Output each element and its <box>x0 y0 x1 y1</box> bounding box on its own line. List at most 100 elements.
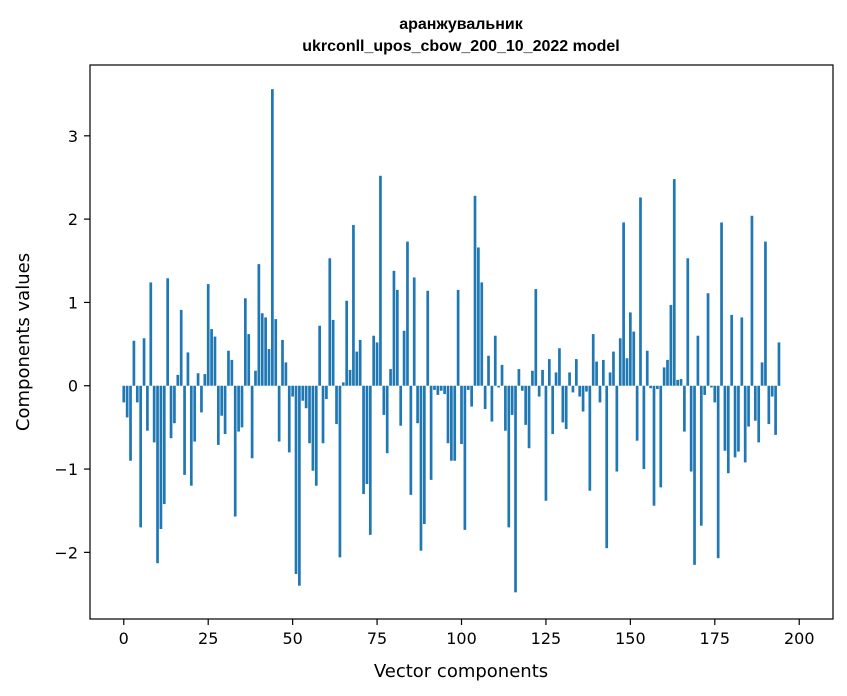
bar <box>470 385 473 407</box>
bar <box>693 385 696 565</box>
bar <box>568 372 571 386</box>
bar <box>500 364 504 386</box>
bar <box>547 359 551 386</box>
bar <box>260 313 264 386</box>
bar <box>753 385 757 421</box>
bars-group <box>122 89 781 593</box>
bar <box>767 385 771 425</box>
bar <box>531 370 534 386</box>
bar <box>156 385 159 564</box>
bar <box>271 89 274 386</box>
bar <box>375 342 379 386</box>
bar <box>524 385 528 425</box>
bar <box>223 385 227 435</box>
bar <box>450 385 453 461</box>
bar <box>399 385 403 426</box>
y-tick-label: −2 <box>54 543 78 562</box>
bar <box>250 385 254 459</box>
bar <box>483 385 487 410</box>
bar <box>598 385 602 403</box>
bar <box>206 284 210 386</box>
x-tick-label: 175 <box>700 629 731 648</box>
bar <box>358 339 362 386</box>
bar <box>426 290 430 386</box>
bar <box>554 372 558 386</box>
bar <box>659 385 663 488</box>
bar <box>588 385 592 491</box>
bar <box>601 359 605 386</box>
bar <box>639 197 642 386</box>
bar <box>608 372 612 386</box>
bar <box>520 385 524 391</box>
bar <box>666 359 669 386</box>
x-tick-label: 150 <box>615 629 646 648</box>
bar <box>737 385 740 452</box>
bar <box>227 350 230 386</box>
bar <box>743 385 747 463</box>
bar <box>612 351 615 386</box>
x-tick-label: 25 <box>198 629 218 648</box>
bar <box>287 385 291 453</box>
bar <box>477 247 480 386</box>
bar <box>686 258 690 386</box>
bar <box>210 329 213 386</box>
bar <box>591 334 595 386</box>
bar <box>615 385 619 472</box>
bar <box>490 385 494 422</box>
bar <box>132 340 136 386</box>
bar <box>571 385 575 393</box>
bar <box>139 385 143 528</box>
bar <box>179 309 183 386</box>
bar <box>166 278 170 386</box>
bar <box>412 277 416 386</box>
bar <box>304 385 308 409</box>
bar <box>443 385 446 395</box>
bar <box>274 319 278 386</box>
bar <box>284 362 288 386</box>
bar <box>267 349 271 386</box>
bar <box>683 385 686 432</box>
bar <box>764 241 767 386</box>
bar <box>480 282 484 386</box>
bar <box>625 358 629 386</box>
bar <box>193 385 197 442</box>
bar <box>237 385 240 432</box>
bar <box>244 298 247 386</box>
bar <box>517 369 521 386</box>
bar <box>321 385 325 444</box>
bar <box>196 373 200 386</box>
bar <box>240 385 244 428</box>
bar <box>689 385 693 472</box>
bar <box>402 330 406 386</box>
bar <box>433 385 436 390</box>
bar <box>456 289 460 386</box>
bar <box>605 385 609 549</box>
bar <box>341 382 345 386</box>
bar <box>578 385 582 397</box>
bar <box>355 351 359 386</box>
y-tick-label: 0 <box>68 377 78 396</box>
bar <box>453 385 457 461</box>
bar <box>230 359 234 386</box>
y-axis-ticks: −2 −1 0 1 2 3 <box>54 127 90 562</box>
bar <box>507 385 511 528</box>
bar <box>348 369 352 386</box>
bar <box>173 385 176 424</box>
bar <box>716 385 720 559</box>
bar <box>362 385 365 495</box>
bar <box>220 385 224 416</box>
bar <box>385 385 389 454</box>
bar <box>504 385 507 431</box>
bar <box>527 385 531 449</box>
bar <box>436 385 440 395</box>
bar <box>497 385 500 388</box>
bar <box>574 359 578 386</box>
bar <box>379 175 382 386</box>
x-tick-label: 200 <box>784 629 815 648</box>
bar <box>585 385 588 392</box>
bar <box>152 385 156 443</box>
bar <box>254 370 257 386</box>
bar <box>656 385 659 390</box>
bar <box>774 385 777 435</box>
bar <box>247 334 251 386</box>
